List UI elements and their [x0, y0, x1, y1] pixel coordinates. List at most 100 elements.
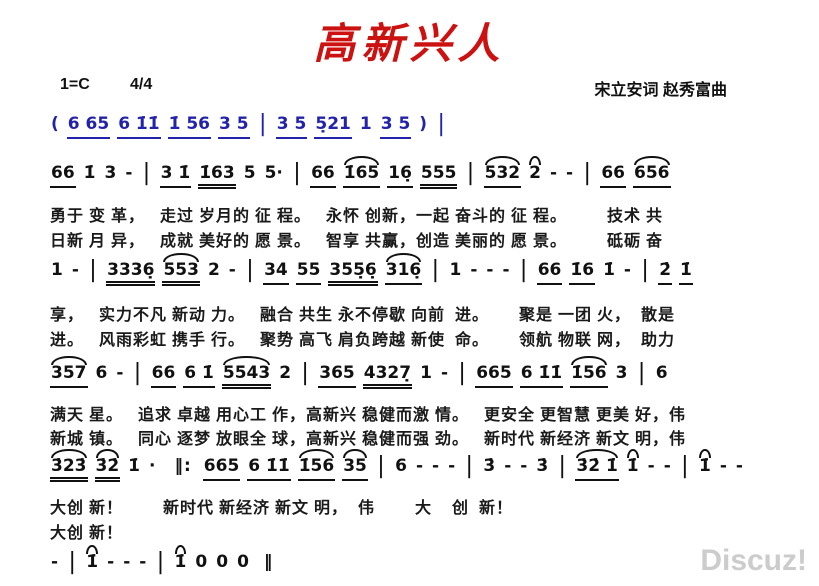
music-token: |: [69, 548, 76, 576]
music-token: 66: [150, 363, 177, 389]
music-token: 5·: [264, 163, 283, 183]
music-token: 66: [600, 163, 626, 189]
music-token: 1̇: [603, 260, 615, 280]
music-token: 5543: [221, 355, 272, 390]
music-token: 2: [279, 363, 292, 383]
music-token: -: [123, 552, 131, 572]
music-token: -: [486, 260, 494, 280]
music-token: -: [470, 260, 478, 280]
music-token: -: [502, 260, 510, 280]
music-token: |: [459, 359, 466, 387]
music-token: |: [641, 256, 649, 284]
music-line-2: 1- | 3336̣ 553 2- | 34 55 355̣6̣ 316̣ | 1- - - | 66 1̇6 1…: [50, 252, 700, 287]
lyrics-line-4-verse2: 大创 新！: [50, 525, 124, 542]
music-token: 1̇56: [297, 448, 336, 482]
music-token: 35: [342, 448, 368, 482]
music-token: -: [116, 363, 124, 383]
music-token: 1̇: [698, 448, 712, 479]
music-token: 3 5: [275, 114, 308, 140]
music-token: 3: [104, 163, 117, 183]
music-token: 3̇: [536, 456, 549, 476]
music-token: 3̇2̇ 1̇: [575, 448, 619, 482]
music-token: -: [504, 456, 512, 476]
music-token: |: [293, 159, 301, 187]
lyrics-line-4-verse1: 大创 新！ 新时代 新经济 新文 明， 伟 大 创 新！: [50, 500, 514, 517]
music-token: -: [228, 260, 236, 280]
music-token: -: [415, 456, 423, 476]
music-token: -: [51, 552, 59, 572]
music-token: 1: [420, 363, 432, 383]
music-token: 6: [95, 363, 108, 383]
music-token: 1̇ 56: [167, 114, 211, 140]
music-token: |: [438, 110, 445, 138]
music-token: 1: [51, 260, 63, 280]
music-token: 66: [50, 163, 76, 189]
music-token: 6 65: [66, 114, 111, 140]
music-token: 5̣21: [314, 114, 352, 140]
music-token: 66: [536, 260, 563, 286]
music-token: 0: [216, 552, 229, 572]
music-token: |: [520, 256, 527, 284]
music-token: -: [71, 260, 79, 280]
lyrics-line-3-verse2: 新城 镇。 同心 逐梦 放眼全 球，高新兴 稳健而强 劲。 新时代 新经济 新文…: [50, 431, 687, 448]
music-token: |: [377, 452, 385, 480]
music-token: 1̇: [679, 260, 693, 286]
music-line-intro: (6 65 6 1̇1̇ 1̇ 56 3 5 | 3 5 5̣21 1 3 5) |: [50, 110, 454, 140]
music-token: 555: [419, 163, 458, 190]
music-token: |: [432, 256, 439, 284]
music-token: 553: [162, 252, 200, 287]
music-token: 3: [615, 363, 628, 383]
music-line-3: 357 6- | 66 6 1̇ 5543 2 | 365 4327̣ 1- | 665 6 1̇1̇ 1̇…: [50, 355, 676, 390]
music-token: 3336̣: [106, 260, 156, 287]
key-signature: 1=C: [60, 76, 90, 93]
music-token: -: [440, 363, 448, 383]
music-token: 316̣: [384, 252, 423, 286]
music-token: 16̣: [387, 163, 413, 189]
music-token: 3 1̇: [159, 163, 192, 189]
music-token: 365: [318, 363, 356, 389]
music-token: |: [143, 159, 150, 187]
music-token: |: [638, 359, 645, 387]
music-token: -: [125, 163, 133, 183]
music-token: 1̇6: [569, 260, 596, 286]
music-token: 3̇: [483, 456, 496, 476]
music-token: 0: [195, 552, 208, 572]
lyrics-line-1-verse2: 日新 月 异， 成就 美好的 愿 景。 智享 共赢，创造 美丽的 愿 景。 砥砺…: [50, 233, 664, 250]
music-token: |: [157, 548, 164, 576]
music-token: 355̣6̣: [328, 260, 378, 287]
lyrics-line-2-verse2: 进。 风雨彩虹 携手 行。 聚势 高飞 肩负跨越 新使 命。 领航 物联 网， …: [50, 332, 676, 349]
music-token: |: [134, 359, 141, 387]
music-token: |: [302, 359, 309, 387]
music-token: |: [466, 452, 473, 480]
music-token: |: [259, 110, 266, 138]
music-token: 1̇65: [342, 155, 381, 189]
music-token: 6: [655, 363, 668, 383]
music-token: 1̇: [85, 544, 99, 575]
music-token: 34: [263, 260, 289, 286]
music-token: -: [647, 456, 655, 476]
lyrics-line-1-verse1: 勇于 变 革， 走过 岁月的 征 程。 永怀 创新，一起 奋斗的 征 程。 技术…: [50, 208, 664, 225]
music-token: 532: [483, 155, 522, 189]
music-token: -: [107, 552, 115, 572]
music-token: ): [419, 114, 428, 134]
music-token: ‖:: [174, 456, 192, 476]
music-token: 1: [449, 260, 462, 280]
music-token: 5: [243, 163, 256, 183]
song-title: 高新兴人: [313, 19, 506, 68]
music-token: 6: [395, 456, 407, 476]
composer-credits: 宋立安词 赵秀富曲: [594, 82, 727, 99]
music-token: |: [89, 256, 97, 284]
music-token: 656: [633, 155, 671, 189]
music-token: 2: [207, 260, 220, 280]
music-token: 4327̣: [362, 363, 413, 390]
music-token: 2̇: [658, 260, 673, 286]
music-token: 665: [475, 363, 513, 389]
music-token: 3̇23̇: [50, 448, 88, 483]
discuz-watermark: Discuz!: [700, 544, 807, 577]
music-token: 1̇: [83, 163, 96, 183]
music-token: -: [448, 456, 456, 476]
music-token: -: [139, 552, 147, 572]
music-token: 1̇: [174, 544, 188, 575]
music-token: -: [432, 456, 440, 476]
music-token: 1: [359, 114, 372, 134]
